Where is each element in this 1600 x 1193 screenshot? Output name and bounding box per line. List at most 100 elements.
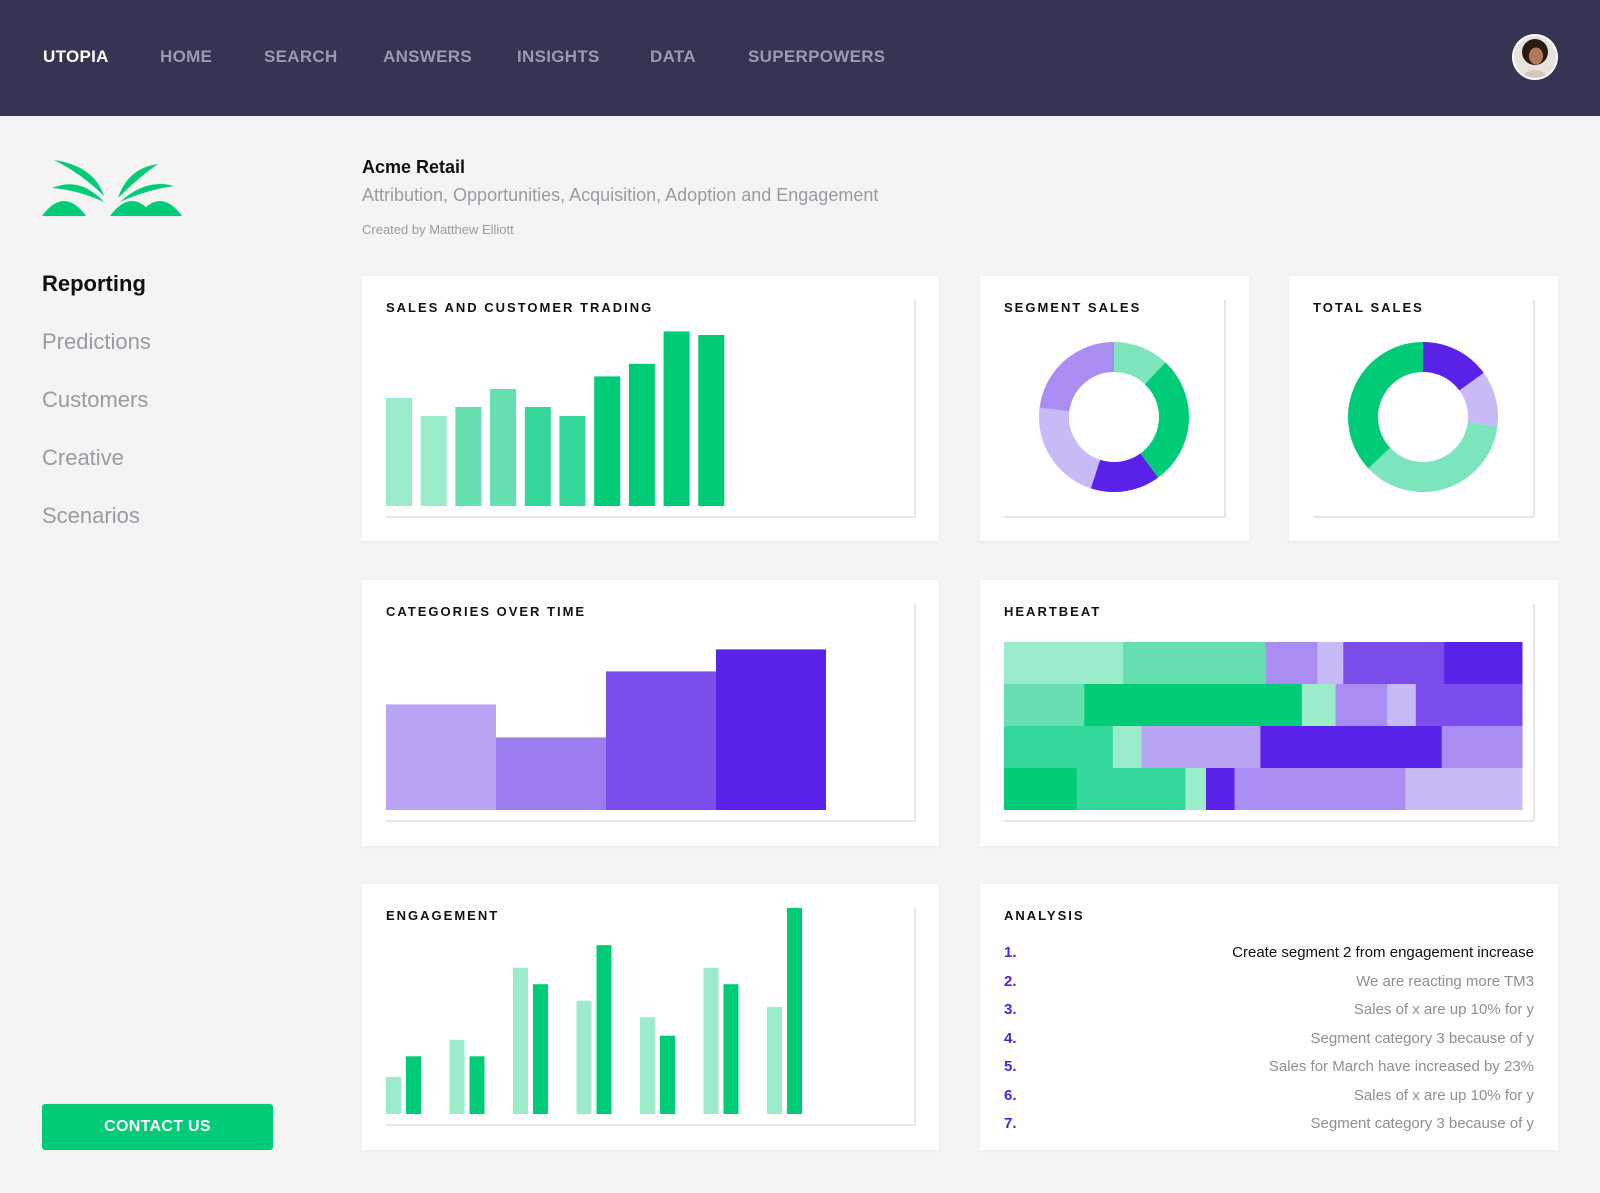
analysis-item-number: 4. — [1004, 1029, 1017, 1047]
analysis-item[interactable]: 3. Sales of x are up 10% for y — [1004, 1001, 1534, 1023]
card-title: TOTAL SALES — [1313, 300, 1424, 315]
analysis-item-text: Segment category 3 because of y — [1310, 1115, 1534, 1132]
heatmap-cell — [1004, 726, 1114, 768]
heatmap-cell — [1234, 768, 1406, 810]
analysis-item-text: We are reacting more TM3 — [1356, 972, 1534, 990]
analysis-item-number: 1. — [1004, 944, 1017, 961]
bar — [628, 363, 655, 506]
user-avatar[interactable] — [1512, 34, 1558, 80]
heatmap-cell — [1260, 726, 1443, 768]
bar — [386, 704, 496, 810]
bar — [490, 389, 517, 506]
heartbeat-heatmap — [1004, 604, 1535, 822]
heatmap-cell — [1387, 684, 1417, 726]
card-title: CATEGORIES OVER TIME — [386, 604, 587, 619]
analysis-item-text: Sales of x are up 10% for y — [1353, 1001, 1534, 1018]
analysis-item[interactable]: 6. Sales of x are up 10% for y — [1004, 1087, 1534, 1109]
palm-logo-icon[interactable] — [42, 160, 182, 221]
nav-superpowers[interactable]: SUPERPOWERS — [748, 47, 886, 66]
sidebar-item-predictions[interactable]: Predictions — [42, 329, 151, 354]
pie-slice — [1459, 372, 1498, 427]
pie-slice — [1422, 342, 1484, 392]
bar — [594, 376, 621, 506]
page-title: Acme Retail — [362, 157, 466, 177]
nav-answers[interactable]: ANSWERS — [383, 47, 472, 66]
analysis-item[interactable]: 4. Segment category 3 because of y — [1004, 1030, 1534, 1052]
analysis-card[interactable]: ANALYSIS 1. Create segment 2 from engagem… — [980, 884, 1558, 1150]
brand-name[interactable]: UTOPIA — [43, 47, 109, 66]
card-title: ENGAGEMENT — [386, 908, 500, 923]
pie-slice — [1113, 342, 1166, 385]
bar — [723, 984, 739, 1114]
bar — [386, 1076, 401, 1114]
pie-slice — [1139, 362, 1189, 478]
sidebar-item-customers[interactable]: Customers — [42, 387, 149, 412]
heatmap-cell — [1185, 768, 1207, 810]
categories-over-time-chart — [386, 604, 916, 822]
heatmap-cell — [1004, 768, 1078, 810]
categories-over-time-card[interactable]: CATEGORIES OVER TIME — [362, 580, 939, 846]
analysis-item-number: 3. — [1004, 1001, 1017, 1018]
card-title: SALES AND CUSTOMER TRADING — [386, 300, 654, 315]
card-title: HEARTBEAT — [1004, 604, 1102, 619]
pie-slice — [1039, 407, 1101, 489]
contact-us-button[interactable]: CONTACT US — [42, 1104, 273, 1150]
heatmap-cell — [1004, 684, 1085, 726]
card-title: SEGMENT SALES — [1004, 300, 1142, 315]
analysis-item-text: Sales of x are up 10% for y — [1353, 1086, 1534, 1104]
analysis-item-text: Segment category 3 because of y — [1310, 1029, 1534, 1047]
segment-sales-card[interactable]: SEGMENT SALES — [980, 276, 1249, 541]
analysis-item-number: 2. — [1004, 972, 1017, 990]
heatmap-cell — [1301, 684, 1337, 726]
bar — [496, 737, 606, 810]
avatar-image — [1514, 36, 1556, 78]
nav-insights[interactable]: INSIGHTS — [517, 47, 600, 66]
nav-search[interactable]: SEARCH — [264, 47, 338, 66]
bar — [663, 331, 690, 506]
bar — [767, 1006, 782, 1114]
page-subtitle: Attribution, Opportunities, Acquisition,… — [362, 185, 879, 205]
heatmap-cell — [1317, 642, 1344, 684]
sales-trading-card[interactable]: SALES AND CUSTOMER TRADING — [362, 276, 939, 541]
heatmap-cell — [1415, 684, 1523, 726]
bar — [576, 1000, 592, 1114]
heatmap-cell — [1405, 768, 1523, 810]
heatmap-cell — [1084, 684, 1303, 726]
pie-slice — [1090, 452, 1159, 492]
total-sales-card[interactable]: TOTAL SALES — [1289, 276, 1558, 541]
engagement-card[interactable]: ENGAGEMENT — [362, 884, 939, 1150]
card-title: ANALYSIS — [1004, 908, 1085, 923]
sidebar-item-creative[interactable]: Creative — [42, 445, 124, 470]
bar — [596, 945, 612, 1114]
heatmap-cell — [1343, 642, 1445, 684]
analysis-item-text: Sales for March have increased by 23% — [1268, 1058, 1534, 1075]
analysis-item[interactable]: 1. Create segment 2 from engagement incre… — [1004, 944, 1534, 966]
engagement-chart — [386, 908, 916, 1126]
heatmap-cell — [1335, 684, 1388, 726]
sales-trading-chart — [386, 300, 916, 518]
analysis-item[interactable]: 2. We are reacting more TM3 — [1004, 973, 1534, 995]
total-sales-donut — [1313, 300, 1535, 518]
sidebar-item-reporting[interactable]: Reporting — [42, 271, 146, 296]
bar — [469, 1056, 485, 1114]
bar — [660, 1035, 675, 1114]
heartbeat-card[interactable]: HEARTBEAT — [980, 580, 1558, 846]
bar — [533, 984, 548, 1114]
heatmap-cell — [1004, 642, 1124, 684]
bar — [449, 1039, 465, 1114]
heatmap-cell — [1265, 642, 1318, 684]
analysis-item[interactable]: 5. Sales for March have increased by 23% — [1004, 1058, 1534, 1080]
heatmap-cell — [1112, 726, 1142, 768]
bar — [559, 416, 586, 506]
nav-data[interactable]: DATA — [650, 47, 696, 66]
nav-home[interactable]: HOME — [160, 47, 213, 66]
bar — [455, 407, 482, 506]
heatmap-cell — [1441, 726, 1523, 768]
sidebar-item-scenarios[interactable]: Scenarios — [42, 503, 140, 528]
analysis-item[interactable]: 7. Segment category 3 because of y — [1004, 1115, 1534, 1137]
analysis-item-number: 5. — [1004, 1058, 1017, 1075]
heatmap-cell — [1444, 642, 1523, 684]
bar — [513, 967, 528, 1114]
bar — [698, 335, 725, 506]
bar — [524, 407, 551, 506]
